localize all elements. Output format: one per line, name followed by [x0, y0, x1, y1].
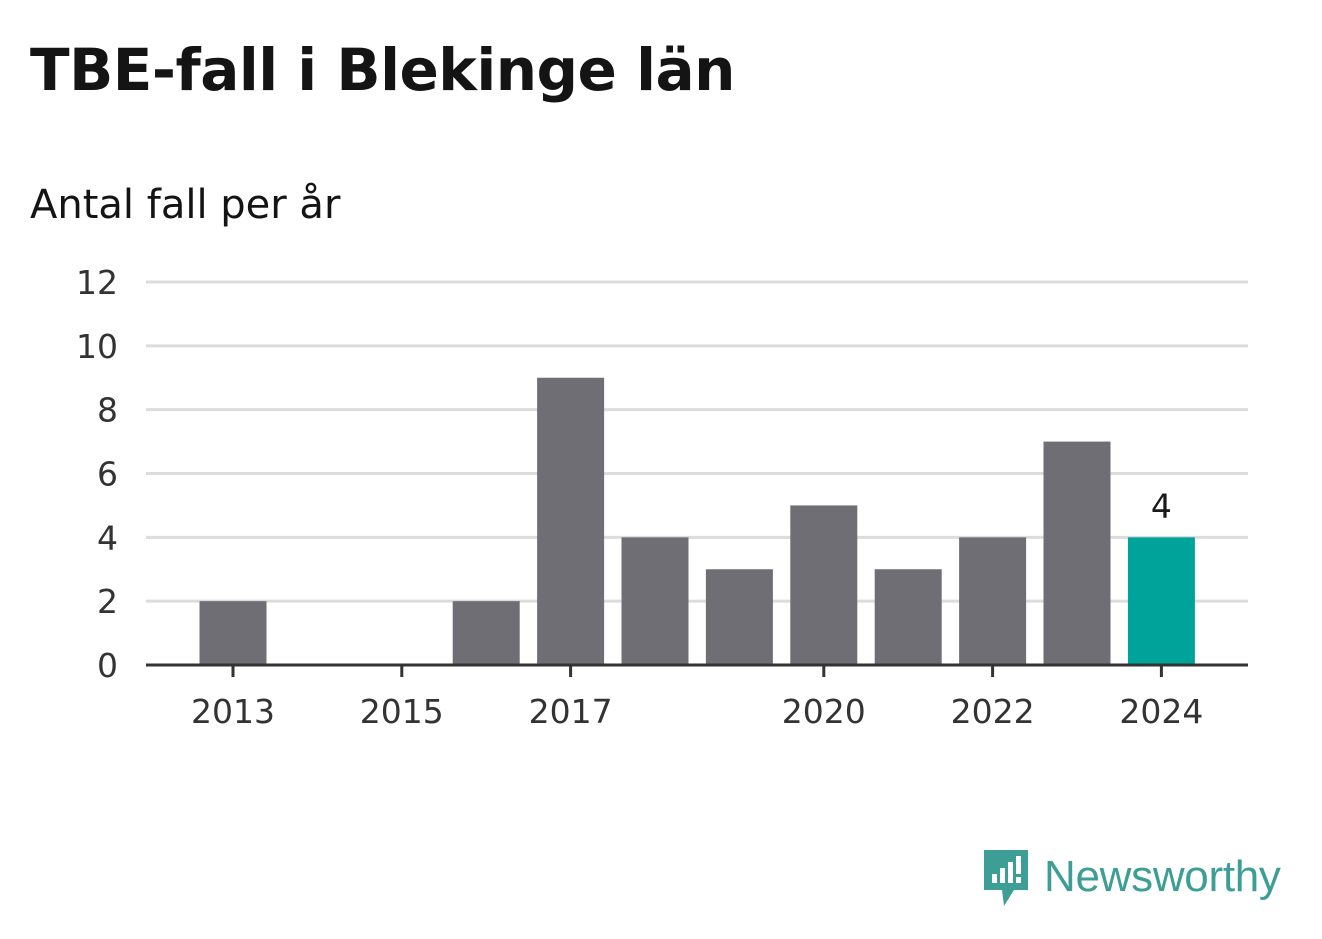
x-tick-label: 2020 [782, 692, 866, 731]
bar [452, 601, 520, 665]
bar [621, 537, 689, 665]
y-tick-label: 6 [97, 455, 118, 494]
bar-chart: 0 2 4 6 8 10 12 2013 2015 2017 2020 2022 2024 4 [76, 263, 1248, 731]
y-tick-label: 2 [97, 582, 118, 621]
y-tick-label: 10 [76, 327, 118, 366]
bar [874, 569, 942, 665]
bar [199, 601, 267, 665]
x-tick-label: 2024 [1119, 692, 1203, 731]
bar [705, 569, 773, 665]
y-tick-label: 12 [76, 263, 118, 302]
x-tick-label: 2022 [951, 692, 1035, 731]
brand-footer: Newsworthy [980, 846, 1281, 908]
x-tick-label: 2017 [529, 692, 613, 731]
chart-subtitle: Antal fall per år [30, 182, 341, 228]
data-label: 4 [1151, 486, 1172, 525]
y-axis-ticks: 0 2 4 6 8 10 12 [76, 263, 118, 685]
bar [959, 537, 1027, 665]
bars [199, 377, 1195, 665]
y-tick-label: 8 [97, 391, 118, 430]
brand-name: Newsworthy [1044, 852, 1281, 901]
bar [790, 505, 858, 665]
data-labels: 4 [1151, 486, 1172, 525]
bar [1043, 441, 1111, 665]
x-tick-label: 2015 [360, 692, 444, 731]
y-tick-label: 4 [97, 518, 118, 557]
bar [537, 377, 605, 665]
y-tick-label: 0 [97, 646, 118, 685]
bar [1127, 537, 1195, 665]
x-axis-ticks: 2013 2015 2017 2020 2022 2024 [191, 665, 1203, 731]
chart-title: TBE-fall i Blekinge län [30, 36, 735, 104]
newsworthy-logo-icon [984, 850, 1028, 906]
x-tick-label: 2013 [191, 692, 275, 731]
